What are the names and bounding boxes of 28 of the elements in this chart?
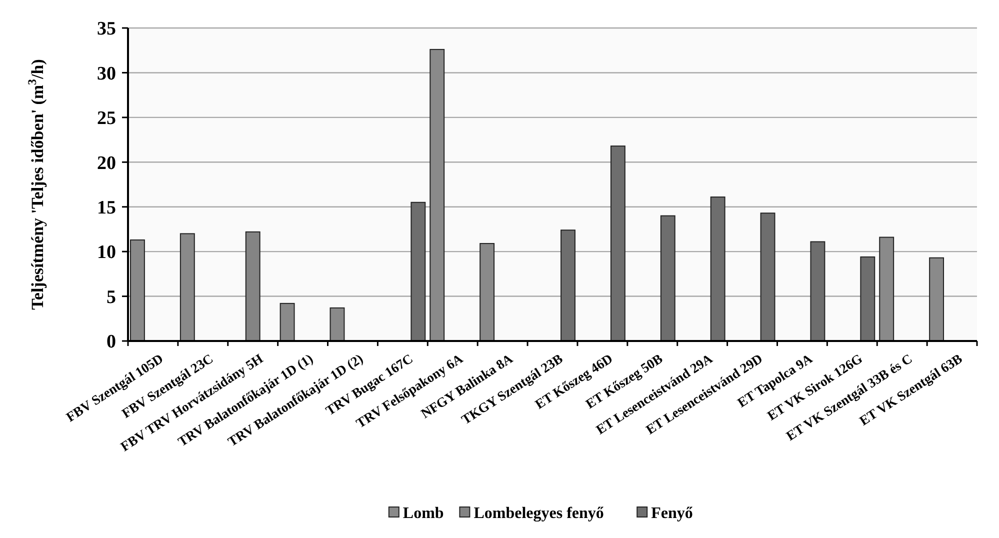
y-tick-label: 10 bbox=[97, 242, 116, 264]
bar bbox=[410, 202, 426, 342]
bar bbox=[860, 256, 876, 342]
bar bbox=[245, 231, 260, 342]
y-tick-label: 30 bbox=[97, 63, 116, 84]
bar bbox=[810, 241, 826, 342]
y-tick-label: 20 bbox=[97, 152, 116, 174]
y-tick-label: 5 bbox=[106, 286, 116, 308]
bar bbox=[879, 236, 894, 342]
bar bbox=[929, 257, 944, 342]
legend-label: Lomb bbox=[402, 505, 444, 522]
y-tick-label: 0 bbox=[106, 332, 116, 353]
bar bbox=[280, 302, 295, 342]
y-tick-label: 25 bbox=[97, 108, 116, 130]
legend-label: Fenyő bbox=[651, 505, 693, 522]
bar bbox=[560, 230, 576, 342]
bar bbox=[480, 243, 495, 342]
bar bbox=[660, 215, 676, 342]
bar bbox=[760, 212, 776, 342]
y-tick-label: 35 bbox=[97, 18, 116, 40]
y-tick-label: 15 bbox=[97, 198, 116, 219]
bar bbox=[710, 196, 726, 342]
bar bbox=[430, 48, 445, 342]
legend-label: Lombelegyes fenyő bbox=[474, 505, 604, 522]
bar bbox=[180, 233, 195, 342]
bar bbox=[130, 239, 145, 342]
bar bbox=[610, 146, 626, 342]
bar bbox=[330, 307, 345, 342]
